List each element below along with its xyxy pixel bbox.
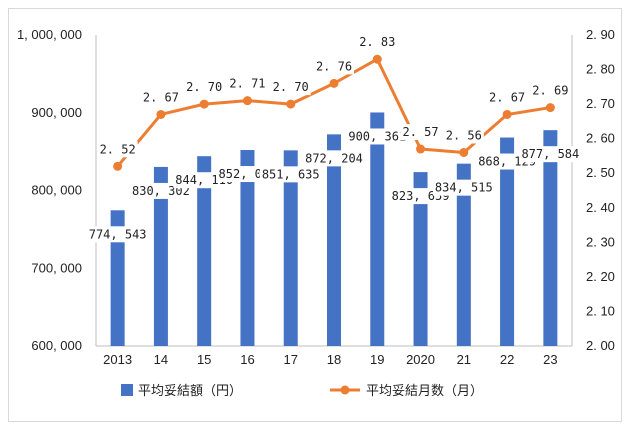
- x-tick-label: 19: [370, 352, 384, 367]
- line-label-backdrop: [97, 141, 138, 158]
- x-tick-label: 21: [457, 352, 471, 367]
- bar-data-label: 851, 635: [262, 167, 320, 181]
- line-label-backdrop: [227, 75, 268, 92]
- line-point-21: [459, 147, 469, 157]
- left-tick-label: 900, 000: [31, 105, 82, 120]
- line-data-label: 2. 70: [186, 80, 222, 94]
- line-point-17: [286, 99, 296, 109]
- bar-19: [370, 112, 385, 346]
- line-label-backdrop: [400, 124, 441, 141]
- line-label-backdrop: [184, 79, 225, 96]
- left-tick-label: 700, 000: [31, 260, 82, 275]
- x-tick-label: 16: [240, 352, 254, 367]
- line-data-label: 2. 83: [359, 35, 395, 49]
- line-label-backdrop: [530, 82, 571, 99]
- chart-frame: [8, 8, 622, 422]
- bar-label-backdrop: [346, 128, 409, 145]
- right-tick-label: 2. 00: [586, 338, 615, 353]
- right-tick-label: 2. 80: [586, 62, 615, 77]
- line-point-2013: [113, 161, 123, 171]
- line-data-label: 2. 71: [229, 77, 265, 91]
- right-tick-label: 2. 90: [586, 27, 615, 42]
- bar-data-label: 877, 584: [521, 147, 579, 161]
- right-tick-label: 2. 20: [586, 269, 615, 284]
- line-data-label: 2. 57: [402, 125, 438, 139]
- bar-15: [197, 156, 212, 346]
- bar-label-backdrop: [259, 166, 322, 183]
- line-label-backdrop: [357, 34, 398, 51]
- bar-data-label: 774, 543: [89, 227, 147, 241]
- x-tick-label: 2020: [406, 352, 435, 367]
- bar-2013: [110, 210, 125, 346]
- line-point-22: [502, 109, 512, 119]
- legend-line-label: 平均妥結月数（月）: [366, 384, 483, 399]
- right-tick-label: 2. 60: [586, 131, 615, 146]
- x-tick-label: 17: [283, 352, 297, 367]
- bar-label-backdrop: [519, 146, 582, 163]
- bar-data-label: 872, 204: [305, 151, 363, 165]
- line-point-2020: [416, 144, 426, 154]
- left-tick-label: 1, 000, 000: [17, 27, 82, 42]
- x-tick-label: 22: [500, 352, 514, 367]
- line-point-19: [372, 54, 382, 64]
- line-point-18: [329, 78, 339, 88]
- legend-bar-swatch: [121, 384, 133, 396]
- line-point-15: [199, 99, 209, 109]
- bar-data-label: 900, 361: [348, 129, 406, 143]
- line-data-label: 2. 76: [316, 59, 352, 73]
- legend-bar-label: 平均妥結額（円）: [138, 384, 242, 399]
- line-label-backdrop: [140, 89, 181, 106]
- line-data-label: 2. 52: [100, 142, 136, 156]
- line-data-label: 2. 67: [143, 90, 179, 104]
- right-tick-label: 2. 50: [586, 165, 615, 180]
- bar-data-label: 834, 515: [435, 181, 493, 195]
- line-data-label: 2. 67: [489, 90, 525, 104]
- bar-label-backdrop: [86, 226, 149, 243]
- bar-18: [327, 134, 341, 346]
- line-label-backdrop: [487, 89, 528, 106]
- line-point-16: [242, 96, 252, 106]
- bar-23: [543, 130, 558, 346]
- line-label-backdrop: [314, 58, 354, 75]
- legend-line-marker: [340, 385, 350, 395]
- right-tick-label: 2. 30: [586, 234, 615, 249]
- x-tick-label: 2013: [103, 352, 132, 367]
- right-tick-label: 2. 40: [586, 200, 615, 215]
- right-tick-label: 2. 70: [586, 96, 615, 111]
- bar-22: [500, 137, 515, 346]
- line-data-label: 2. 56: [446, 128, 482, 142]
- x-tick-label: 23: [543, 352, 557, 367]
- x-tick-label: 15: [197, 352, 211, 367]
- right-tick-label: 2. 10: [586, 303, 615, 318]
- bar-17: [283, 150, 298, 346]
- bar-label-backdrop: [433, 179, 495, 196]
- bar-16: [240, 150, 255, 346]
- line-point-23: [545, 103, 555, 113]
- line-label-backdrop: [270, 79, 311, 96]
- line-point-14: [156, 109, 166, 119]
- x-tick-label: 18: [327, 352, 341, 367]
- bar-21: [456, 163, 471, 346]
- line-data-label: 2. 69: [532, 84, 568, 98]
- left-tick-label: 800, 000: [31, 183, 82, 198]
- line-label-backdrop: [443, 127, 484, 144]
- x-tick-label: 14: [154, 352, 168, 367]
- bar-label-backdrop: [303, 150, 365, 167]
- left-tick-label: 600, 000: [31, 338, 82, 353]
- line-data-label: 2. 70: [273, 80, 309, 94]
- bar-14: [153, 166, 168, 346]
- bar-2020: [413, 172, 428, 346]
